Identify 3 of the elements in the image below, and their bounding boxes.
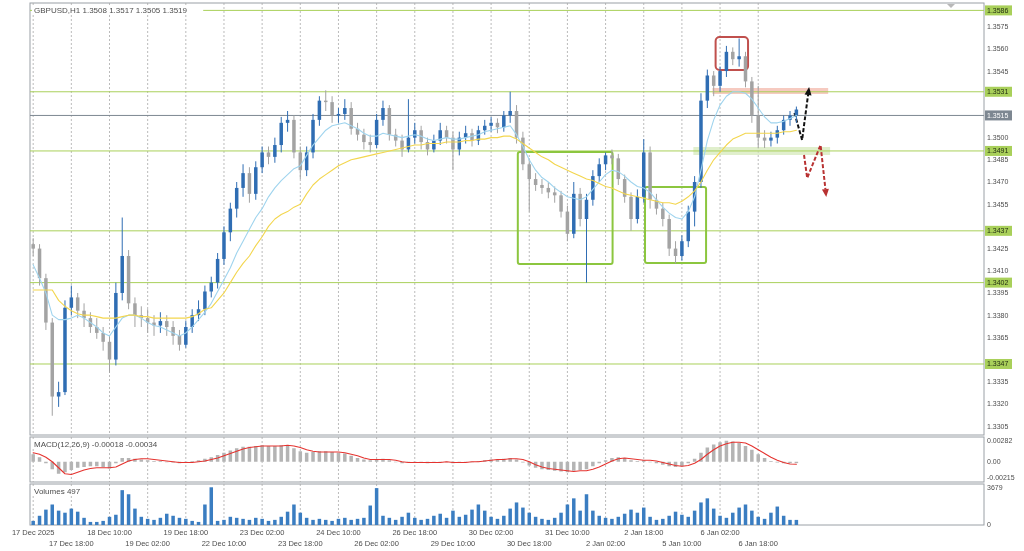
chart-title: MACD(12,26,9) -0.00018 -0.00034 — [34, 440, 158, 449]
chart-title: Volumes 497 — [34, 487, 81, 496]
chart-title: GBPUSD,H1 1.3508 1.3517 1.3505 1.3519 — [34, 6, 188, 15]
